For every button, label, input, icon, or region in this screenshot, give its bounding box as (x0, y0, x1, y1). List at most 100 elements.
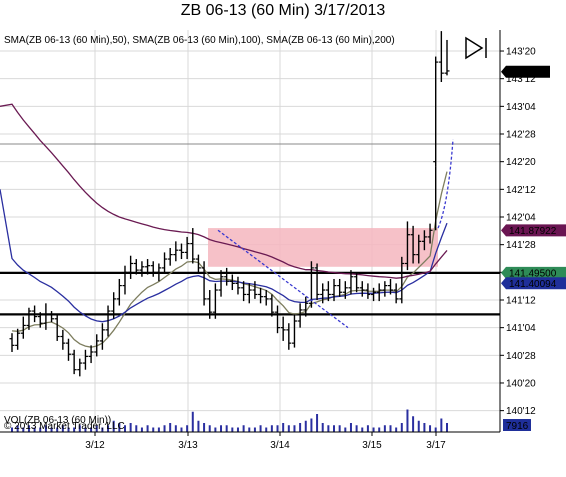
y-tick-label: 140'28 (506, 351, 536, 362)
price-bar (354, 272, 360, 293)
price-bar (421, 230, 427, 251)
price-tag-label: 143'10 (509, 67, 539, 78)
play-triangle (465, 36, 484, 60)
price-bar (184, 236, 190, 260)
y-tick-label: 141'28 (506, 240, 536, 251)
chart-title: ZB 06-13 (60 Min) 3/17/2013 (180, 2, 386, 19)
price-bar (404, 221, 410, 271)
y-tick-label: 142'12 (506, 185, 536, 196)
price-bar (111, 292, 117, 319)
price-bar (65, 338, 71, 361)
price-bar (399, 256, 405, 304)
price-bar (15, 328, 21, 350)
price-bar (139, 261, 145, 277)
price-bar (320, 283, 326, 304)
price-bar (88, 345, 94, 364)
price-tag-label: 141.40094 (509, 279, 557, 290)
sma-50-line (11, 171, 448, 348)
price-bar (427, 223, 433, 244)
price-bar (252, 281, 258, 299)
price-bar (212, 283, 218, 319)
price-bar (60, 329, 66, 350)
price-bars (9, 31, 450, 377)
price-bar (410, 225, 416, 264)
price-tag: 141.49500 (501, 266, 566, 279)
x-tick-label: 3/12 (85, 440, 105, 451)
volume-tag-bg (503, 419, 531, 431)
x-tick-label: 3/13 (178, 440, 198, 451)
y-tick-label: 140'20 (506, 378, 536, 389)
price-bar (291, 314, 297, 348)
price-bar (54, 314, 60, 341)
price-tag-bg (501, 65, 550, 78)
volume-label: VOL(ZB 06-13 (60 Min)) (4, 415, 111, 426)
y-tick-label: 141'04 (506, 323, 536, 334)
y-tick-label: 142'28 (506, 130, 536, 141)
price-bar (32, 305, 38, 323)
price-bar (195, 254, 201, 273)
price-bar (224, 267, 230, 286)
price-tag-bg (501, 266, 566, 279)
price-bar (246, 283, 252, 304)
price-tag: 141.40094 (501, 277, 566, 290)
price-bar (99, 323, 105, 350)
price-bar (438, 31, 444, 83)
moving-averages (0, 103, 448, 348)
x-tick-label: 3/14 (270, 440, 290, 451)
price-bar (71, 349, 77, 375)
price-bar (365, 283, 371, 299)
price-bar (393, 283, 399, 304)
price-bar (275, 305, 281, 334)
price-bar (105, 305, 111, 337)
price-tag-bg (501, 224, 566, 237)
price-bar (444, 39, 450, 76)
price-bar (20, 316, 26, 339)
price-bar (178, 243, 184, 260)
resistance-zone (208, 228, 438, 267)
price-bar (156, 263, 162, 282)
price-bar (331, 278, 337, 302)
price-bar (77, 358, 83, 377)
sma-legend: SMA(ZB 06-13 (60 Min),50), SMA(ZB 06-13 … (4, 35, 395, 46)
y-tick-label: 142'20 (506, 157, 536, 168)
price-bar (258, 287, 264, 304)
price-bar (207, 290, 213, 319)
price-bar (229, 274, 235, 291)
price-bar (43, 303, 49, 330)
price-bar (286, 323, 292, 350)
volume-bars (11, 409, 448, 432)
price-bar (269, 294, 275, 317)
resistance-zone-rect (208, 228, 438, 267)
price-bar (122, 265, 128, 295)
price-bar (337, 278, 343, 297)
price-bar (49, 311, 55, 323)
price-bar (162, 252, 168, 273)
play-next-icon[interactable] (465, 36, 487, 60)
price-bar (145, 259, 151, 275)
x-tick-label: 3/17 (426, 440, 446, 451)
y-tick-label: 143'20 (506, 47, 536, 58)
price-bar (263, 290, 269, 306)
price-bar (26, 307, 32, 330)
y-tick-label: 143'04 (506, 102, 536, 113)
trendlines (217, 139, 454, 329)
projection-line (437, 139, 454, 229)
price-bar (382, 281, 388, 297)
price-bar (388, 278, 394, 295)
price-bar (416, 234, 422, 264)
price-bar (241, 281, 247, 302)
price-bar (371, 287, 377, 302)
x-tick-label: 3/15 (362, 440, 382, 451)
y-tick-label: 141'12 (506, 295, 536, 306)
price-tag-bg (501, 277, 566, 290)
price-bar (128, 255, 134, 279)
price-bar (37, 312, 43, 328)
price-bar (167, 247, 173, 266)
price-bar (280, 316, 286, 341)
volume-tag-label: 7916 (506, 421, 529, 432)
sma-200-line (0, 103, 448, 279)
y-tick-label: 142'04 (506, 213, 536, 224)
